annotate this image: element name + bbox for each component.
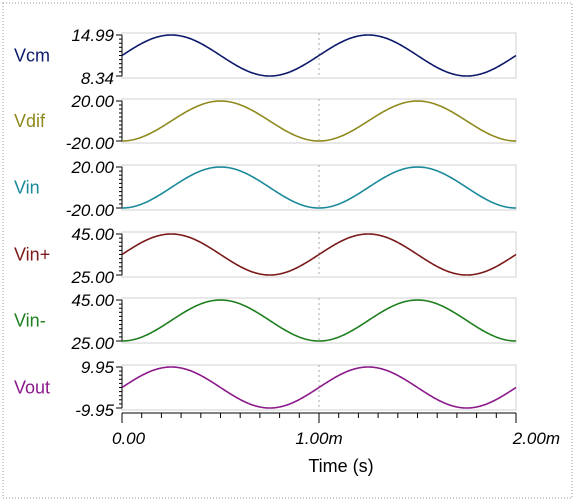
x-tick-label: 2.00m — [512, 429, 560, 448]
series-line-vin — [121, 166, 517, 209]
x-tick-label: 1.00m — [295, 429, 342, 448]
series-label-vin: Vin- — [14, 311, 46, 331]
y-bottom-label-vin: -20.00 — [66, 201, 115, 220]
series-label-vcm: Vcm — [14, 46, 50, 66]
series-label-vdif: Vdif — [14, 111, 46, 131]
series-label-vin: Vin — [14, 178, 40, 198]
y-bottom-label-vin: 25.00 — [70, 268, 114, 287]
series-line-vin — [121, 233, 517, 276]
series-label-vout: Vout — [14, 378, 50, 398]
series-label-vin: Vin+ — [14, 245, 50, 265]
y-bottom-label-vout: -9.95 — [75, 401, 114, 420]
y-top-label-vdif: 20.00 — [70, 92, 114, 111]
x-tick-label: 0.00 — [112, 429, 146, 448]
y-bottom-label-vcm: 8.34 — [81, 69, 114, 88]
x-axis-title: Time (s) — [308, 456, 373, 476]
series-line-vdif — [121, 100, 517, 142]
y-top-label-vcm: 14.99 — [71, 26, 114, 45]
y-top-label-vin: 45.00 — [71, 291, 114, 310]
y-top-label-vout: 9.95 — [81, 358, 115, 377]
series-line-vin — [121, 299, 517, 342]
series-line-vout — [121, 366, 517, 409]
y-bottom-label-vdif: -20.00 — [66, 134, 115, 153]
series-line-vcm — [121, 34, 517, 77]
y-top-label-vin: 20.00 — [70, 158, 114, 177]
y-top-label-vin: 45.00 — [71, 225, 114, 244]
y-bottom-label-vin: 25.00 — [70, 334, 114, 353]
